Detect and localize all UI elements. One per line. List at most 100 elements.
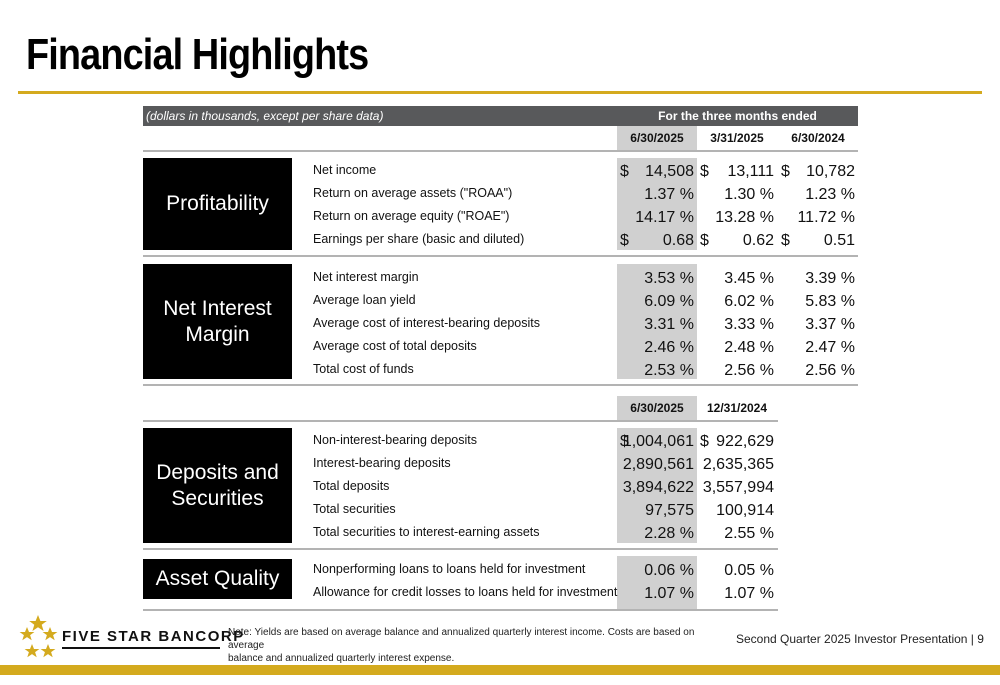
section-rule-deposits — [143, 548, 778, 550]
section-label-deposits-securities: Deposits and Securities — [143, 428, 292, 543]
row-label-cost-ib-deposits: Average cost of interest-bearing deposit… — [313, 316, 540, 330]
current-column-shade-mid — [617, 396, 697, 420]
cell-cost-funds-1: 2.53 % — [617, 362, 697, 379]
cell-securities-ratio-1: 2.28 % — [617, 525, 697, 542]
cell-ib-1: 2,890,561 — [617, 456, 697, 473]
page-title: Financial Highlights — [26, 30, 369, 79]
row-label-total-securities: Total securities — [313, 502, 396, 516]
footnote: Note: Yields are based on average balanc… — [228, 626, 708, 665]
table-header-bar: (dollars in thousands, except per share … — [143, 106, 858, 126]
cell-nim-2: 3.45 % — [697, 270, 777, 287]
cell-value: 1.37 % — [644, 186, 694, 203]
title-rule — [18, 91, 982, 94]
cell-cost-ib-1: 3.31 % — [617, 316, 697, 333]
column-header-top-3: 6/30/2024 — [791, 131, 845, 145]
asset-quality-label-line: Asset Quality — [155, 567, 280, 590]
cell-value: 1,004,061 — [622, 433, 694, 450]
cell-nim-3: 3.39 % — [778, 270, 858, 287]
row-label-nim: Net interest margin — [313, 270, 419, 284]
cell-total-securities-1: 97,575 — [617, 502, 697, 519]
current-column-shade-profitability — [617, 158, 697, 250]
cell-loan-yield-3: 5.83 % — [778, 293, 858, 310]
currency-symbol: $ — [620, 163, 629, 180]
cell-value: 3.53 % — [644, 270, 694, 287]
column-header-top-2: 3/31/2025 — [710, 131, 764, 145]
cell-value: 2.56 % — [805, 362, 855, 379]
cell-value: 13.28 % — [715, 209, 774, 226]
cell-value: 2,635,365 — [702, 456, 774, 473]
cell-nib-1: $1,004,061 — [617, 433, 697, 450]
cell-cost-funds-3: 2.56 % — [778, 362, 858, 379]
cell-value: 0.05 % — [724, 562, 774, 579]
cell-cost-total-2: 2.48 % — [697, 339, 777, 356]
cell-value: 2,890,561 — [622, 456, 694, 473]
cell-value: 1.07 % — [724, 585, 774, 602]
currency-symbol: $ — [700, 163, 709, 180]
row-label-roae: Return on average equity ("ROAE") — [313, 209, 510, 223]
section-label-net-interest-margin: Net Interest Margin — [143, 264, 292, 379]
cell-value: 2.28 % — [644, 525, 694, 542]
cell-cost-total-1: 2.46 % — [617, 339, 697, 356]
cell-value: 13,111 — [727, 163, 774, 180]
row-label-cost-of-funds: Total cost of funds — [313, 362, 414, 376]
currency-symbol: $ — [781, 232, 790, 249]
currency-symbol: $ — [620, 433, 629, 450]
cell-roae-3: 11.72 % — [778, 209, 858, 226]
cell-value: 922,629 — [716, 433, 774, 450]
cell-value: 2.47 % — [805, 339, 855, 356]
cell-value: 1.07 % — [644, 585, 694, 602]
cell-net-income-3: $10,782 — [778, 163, 858, 180]
cell-value: 0.62 — [742, 232, 774, 249]
section-rule-nim — [143, 384, 858, 386]
period-span-label: For the three months ended — [658, 109, 817, 123]
current-column-shade-asset — [617, 556, 697, 609]
cell-securities-ratio-2: 2.55 % — [697, 525, 777, 542]
cell-value: 2.53 % — [644, 362, 694, 379]
logo-underline — [62, 647, 220, 649]
deposits-label-line-2: Securities — [171, 486, 264, 510]
currency-symbol: $ — [620, 232, 629, 249]
cell-value: 100,914 — [716, 502, 774, 519]
cell-acl-2: 1.07 % — [697, 585, 777, 602]
cell-eps-2: $0.62 — [697, 232, 777, 249]
row-label-cost-total-deposits: Average cost of total deposits — [313, 339, 477, 353]
logo-star-5 — [40, 644, 56, 658]
cell-value: 2.56 % — [724, 362, 774, 379]
current-column-shade-deposits — [617, 428, 697, 543]
cell-value: 14.17 % — [635, 209, 694, 226]
footnote-line-1: Note: Yields are based on average balanc… — [228, 627, 695, 651]
cell-loan-yield-1: 6.09 % — [617, 293, 697, 310]
logo-star-2 — [19, 627, 35, 641]
cell-value: 3.31 % — [644, 316, 694, 333]
cell-net-income-1: $14,508 — [617, 163, 697, 180]
column-header-bottom-2: 12/31/2024 — [706, 401, 768, 415]
cell-value: 0.51 — [823, 232, 855, 249]
cell-value: 5.83 % — [805, 293, 855, 310]
cell-roaa-3: 1.23 % — [778, 186, 858, 203]
cell-total-deposits-1: 3,894,622 — [617, 479, 697, 496]
bottom-accent-bar — [0, 665, 1000, 675]
column-header-bottom-1: 6/30/2025 — [630, 401, 684, 415]
section-label-asset-quality: Asset Quality — [143, 559, 292, 599]
cell-value: 3.45 % — [724, 270, 774, 287]
deposits-label-line-1: Deposits and — [156, 460, 279, 484]
cell-nim-1: 3.53 % — [617, 270, 697, 287]
cell-value: 3,557,994 — [702, 479, 774, 496]
cell-total-securities-2: 100,914 — [697, 502, 777, 519]
row-label-total-deposits: Total deposits — [313, 479, 390, 493]
cell-value: 1.23 % — [805, 186, 855, 203]
section-rule-asset-quality — [143, 609, 778, 611]
cell-value: 2.46 % — [644, 339, 694, 356]
cell-value: 3.39 % — [805, 270, 855, 287]
cell-total-deposits-2: 3,557,994 — [697, 479, 777, 496]
units-note: (dollars in thousands, except per share … — [146, 109, 384, 123]
cell-value: 0.06 % — [644, 562, 694, 579]
cell-cost-funds-2: 2.56 % — [697, 362, 777, 379]
cell-roae-1: 14.17 % — [617, 209, 697, 226]
presentation-label: Second Quarter 2025 Investor Presentatio… — [736, 632, 984, 646]
cell-roaa-1: 1.37 % — [617, 186, 697, 203]
current-column-shade-top — [617, 126, 697, 150]
section-label-profitability: Profitability — [143, 158, 292, 250]
cell-npl-2: 0.05 % — [697, 562, 777, 579]
cell-value: 3,894,622 — [622, 479, 694, 496]
